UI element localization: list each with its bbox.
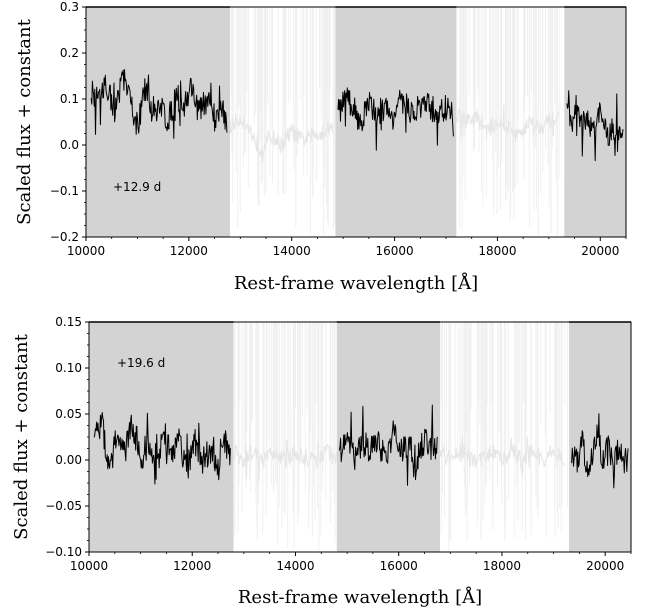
y-tick-label: 0.00 (55, 453, 82, 467)
y-tick-label: 0.1 (60, 92, 79, 106)
x-tick-label: 10000 (67, 244, 105, 258)
spectrum-line-segment (90, 69, 228, 139)
x-tick-label: 10000 (70, 559, 108, 573)
panel-1: 10000 12000 14000 16000 18000 20000 −0.2 −0.1 0.… (14, 0, 627, 294)
shaded-region (86, 7, 230, 237)
spectrum-line-segment (338, 404, 438, 486)
y-tick-label: 0.15 (55, 315, 82, 329)
spectrum-line-faint-segment (455, 104, 560, 143)
shaded-region (564, 7, 626, 237)
x-tick-label: 18000 (483, 559, 521, 573)
gap-noise (234, 322, 569, 552)
x-tick-label: 18000 (478, 244, 516, 258)
shaded-region (335, 7, 457, 237)
y-tick-label: −0.1 (50, 184, 79, 198)
panel-2: 10000 12000 14000 16000 18000 20000 −0.10 −0.05… (11, 315, 632, 608)
x-tick-label: 14000 (273, 244, 311, 258)
x-tick-label: 14000 (276, 559, 314, 573)
y-axis-label: Scaled flux + constant (14, 18, 35, 224)
spectrum-line-segment (337, 87, 454, 151)
y-tick-label: −0.2 (50, 230, 79, 244)
y-tick-label: 0.10 (55, 361, 82, 375)
x-tick-label: 16000 (375, 244, 413, 258)
x-tick-label: 12000 (170, 244, 208, 258)
x-axis-label: Rest-frame wavelength [Å] (238, 586, 482, 608)
y-tick-label: 0.05 (55, 407, 82, 421)
x-tick-label: 12000 (173, 559, 211, 573)
spectrum-line-segment (566, 90, 624, 162)
y-tick-label: 0.2 (60, 46, 79, 60)
x-axis-label: Rest-frame wavelength [Å] (234, 272, 478, 294)
y-axis-label: Scaled flux + constant (11, 333, 32, 539)
y-tick-label: 0.3 (60, 0, 79, 14)
spectrum-line-faint-segment (232, 439, 337, 482)
x-tick-label: 20000 (581, 244, 619, 258)
y-tick-label: −0.05 (45, 499, 82, 513)
shaded-region (336, 322, 441, 552)
spectrum-line-faint-segment (439, 436, 565, 477)
spectrum-line-faint-segment (229, 112, 333, 163)
y-tick-label: 0.0 (60, 138, 79, 152)
epoch-annotation: +12.9 d (113, 180, 161, 194)
y-tick-label: −0.10 (45, 545, 82, 559)
spectrum-line-segment (571, 413, 629, 489)
epoch-annotation: +19.6 d (117, 356, 165, 370)
spectrum-line-segment (93, 412, 231, 485)
x-tick-label: 20000 (586, 559, 624, 573)
x-tick-label: 16000 (380, 559, 418, 573)
gap-noise (230, 7, 561, 236)
